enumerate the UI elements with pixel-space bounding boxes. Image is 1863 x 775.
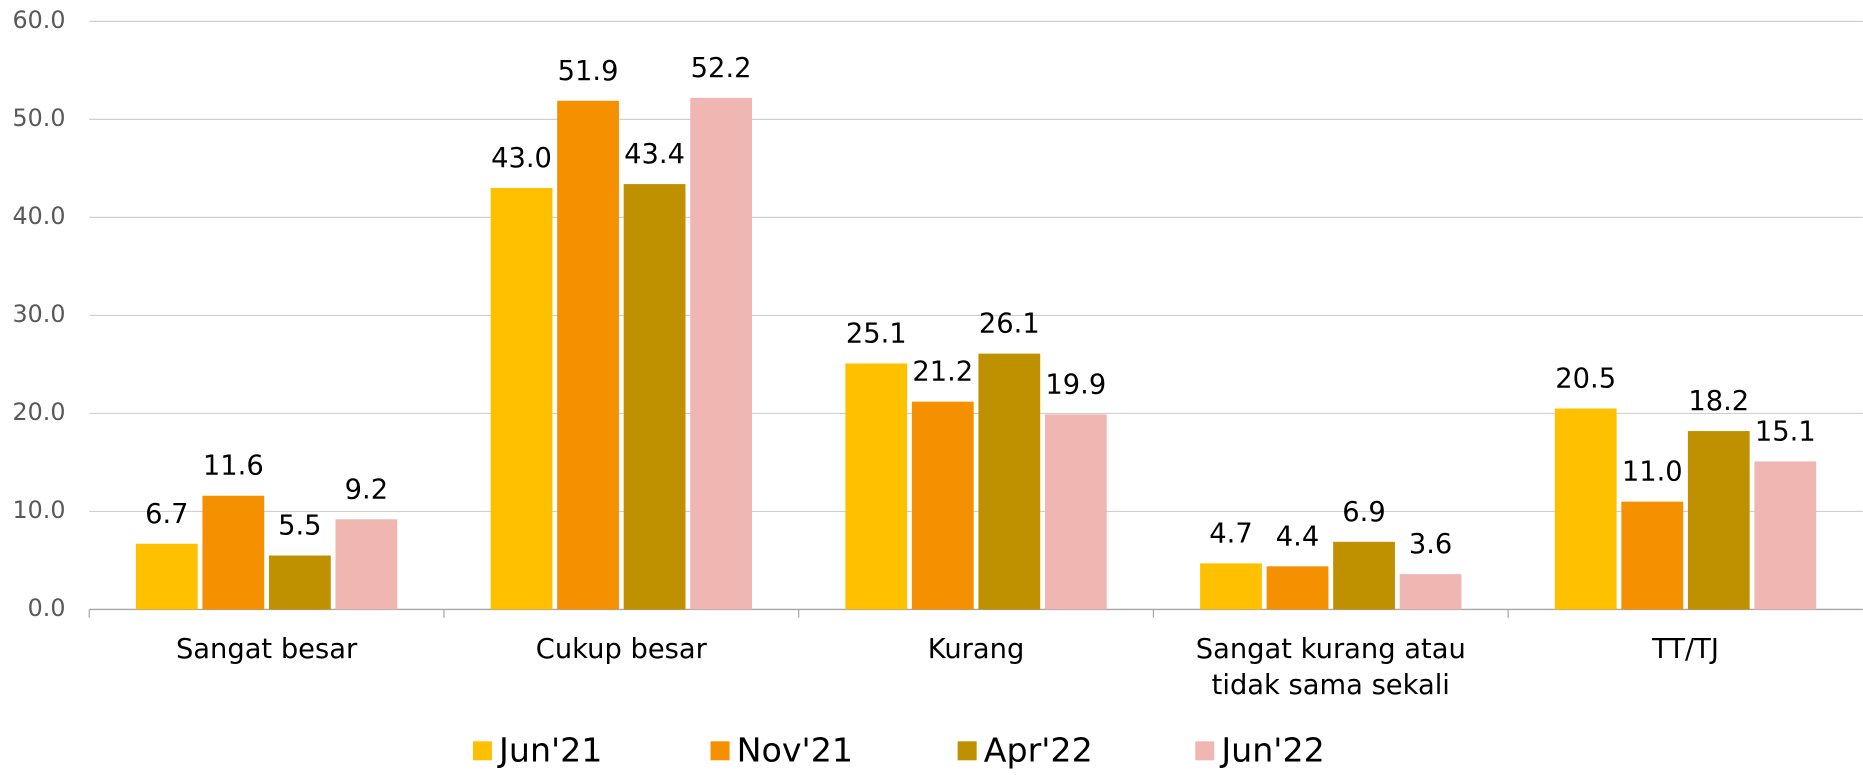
- bar: [1266, 566, 1329, 610]
- bar: [490, 187, 553, 610]
- legend-swatch: [957, 741, 977, 761]
- y-tick-label: 10.0: [13, 496, 66, 524]
- legend-label: Jun'22: [1219, 730, 1324, 769]
- y-tick-label: 30.0: [13, 300, 66, 328]
- value-label: 18.2: [1688, 386, 1749, 417]
- legend-label: Nov'21: [737, 730, 853, 769]
- legend-swatch: [472, 741, 492, 761]
- legend-label: Jun'21: [497, 730, 602, 769]
- x-tick-label: Sangat besar: [175, 634, 358, 666]
- value-label: 6.9: [1342, 497, 1385, 528]
- value-label: 21.2: [912, 357, 973, 388]
- legend-swatch: [710, 741, 730, 761]
- value-label: 4.7: [1209, 518, 1252, 549]
- x-tick-label: TT/TJ: [1652, 634, 1719, 666]
- value-label: 52.2: [691, 53, 752, 84]
- value-label: 25.1: [846, 318, 907, 349]
- value-label: 51.9: [558, 56, 619, 87]
- value-label: 26.1: [979, 309, 1040, 340]
- bar: [845, 363, 908, 610]
- value-label: 43.0: [491, 143, 552, 174]
- bar: [1200, 563, 1262, 610]
- value-label: 19.9: [1045, 369, 1106, 400]
- legend-label: Apr'22: [984, 730, 1093, 769]
- y-tick-label: 40.0: [13, 202, 66, 230]
- bar: [202, 495, 265, 610]
- x-tick-label-box: Kurang: [927, 634, 1025, 666]
- bar: [1621, 501, 1684, 610]
- legend-swatch: [1195, 741, 1215, 761]
- bar: [1687, 431, 1750, 610]
- bar: [135, 543, 198, 610]
- bar: [690, 97, 752, 610]
- x-tick-label: Cukup besar: [535, 634, 707, 666]
- value-label: 11.0: [1622, 457, 1683, 488]
- bar: [623, 184, 686, 610]
- x-tick-label-box: Cukup besar: [535, 634, 707, 666]
- bar: [978, 353, 1041, 610]
- y-tick-label: 0.0: [28, 594, 66, 622]
- bar: [557, 100, 619, 610]
- value-label: 20.5: [1555, 364, 1616, 395]
- bar: [1044, 414, 1107, 610]
- value-label: 15.1: [1755, 416, 1816, 447]
- bar: [268, 555, 331, 610]
- x-tick-label: Sangat kurang atau tidak sama sekali: [1195, 634, 1466, 701]
- x-tick-label: Kurang: [927, 634, 1025, 666]
- value-label: 4.4: [1276, 521, 1319, 552]
- x-tick-label-box: TT/TJ: [1652, 634, 1719, 666]
- bar: [1399, 574, 1462, 610]
- bar: [335, 519, 398, 610]
- bar: [1554, 408, 1617, 610]
- value-label: 43.4: [624, 139, 685, 170]
- bar: [911, 401, 974, 610]
- value-label: 9.2: [345, 474, 388, 505]
- bar: [1333, 541, 1395, 610]
- value-label: 5.5: [278, 511, 321, 542]
- bar: [1754, 461, 1817, 610]
- x-tick-label-box: Sangat kurang atau tidak sama sekali: [1195, 634, 1466, 701]
- value-label: 3.6: [1409, 529, 1452, 560]
- x-tick-label-box: Sangat besar: [175, 634, 358, 666]
- value-label: 11.6: [203, 451, 264, 482]
- y-tick-label: 20.0: [13, 398, 66, 426]
- y-tick-label: 50.0: [13, 104, 66, 132]
- value-label: 6.7: [145, 499, 188, 530]
- y-tick-label: 60.0: [13, 6, 66, 34]
